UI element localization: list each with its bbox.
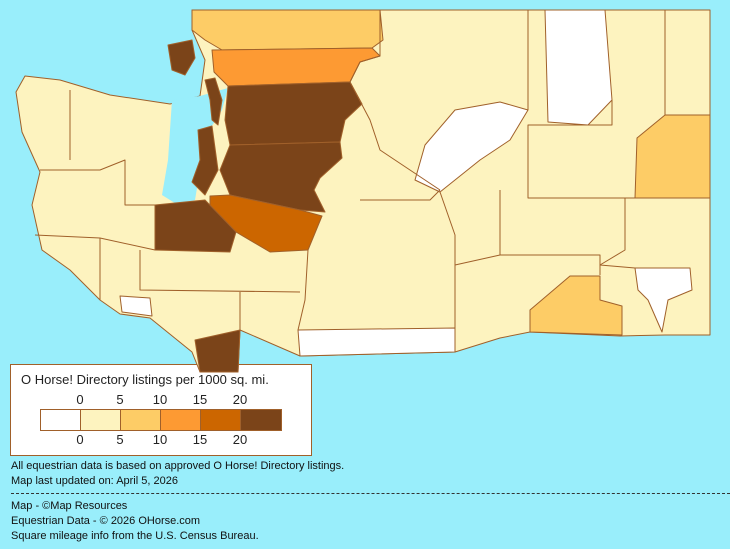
county-thurston bbox=[154, 199, 237, 253]
county-whatcom bbox=[191, 9, 384, 51]
county-garfield bbox=[634, 267, 693, 333]
credit-data: Equestrian Data - © 2026 OHorse.com bbox=[11, 515, 201, 527]
county-king bbox=[219, 141, 343, 213]
legend-tick: 0 bbox=[76, 432, 84, 447]
county-klickitat bbox=[297, 327, 456, 357]
legend-tick: 15 bbox=[192, 392, 208, 407]
county-douglas bbox=[414, 101, 529, 193]
legend-color-scale bbox=[40, 409, 282, 431]
credit-census: Square mileage info from the U.S. Census… bbox=[11, 530, 259, 542]
legend-swatch bbox=[201, 410, 241, 430]
footer-updated: Map last updated on: April 5, 2026 bbox=[11, 475, 178, 487]
county-walla-walla bbox=[529, 275, 623, 336]
county-kitsap bbox=[191, 125, 219, 196]
legend-tick: 20 bbox=[232, 432, 248, 447]
legend-swatch bbox=[81, 410, 121, 430]
credit-map: Map - ©Map Resources bbox=[11, 500, 128, 512]
legend-swatch bbox=[121, 410, 161, 430]
legend-tick: 5 bbox=[116, 392, 124, 407]
county-snohomish bbox=[224, 81, 363, 146]
county-island bbox=[204, 77, 223, 126]
county-san-juan bbox=[167, 39, 196, 76]
county-wahkiakum bbox=[119, 295, 153, 317]
county-ferry bbox=[544, 9, 613, 126]
legend-swatch bbox=[41, 410, 81, 430]
legend-tick: 10 bbox=[152, 392, 168, 407]
legend-swatch bbox=[161, 410, 201, 430]
divider bbox=[11, 493, 730, 494]
legend-title: O Horse! Directory listings per 1000 sq.… bbox=[21, 372, 269, 387]
legend-swatch bbox=[241, 410, 281, 430]
legend-tick: 10 bbox=[152, 432, 168, 447]
legend-tick: 15 bbox=[192, 432, 208, 447]
legend-tick: 5 bbox=[116, 432, 124, 447]
map-legend: O Horse! Directory listings per 1000 sq.… bbox=[10, 364, 312, 456]
county-clark bbox=[194, 329, 241, 373]
footer-data-note: All equestrian data is based on approved… bbox=[11, 460, 345, 472]
legend-tick: 0 bbox=[76, 392, 84, 407]
county-borders bbox=[34, 10, 710, 331]
legend-tick: 20 bbox=[232, 392, 248, 407]
